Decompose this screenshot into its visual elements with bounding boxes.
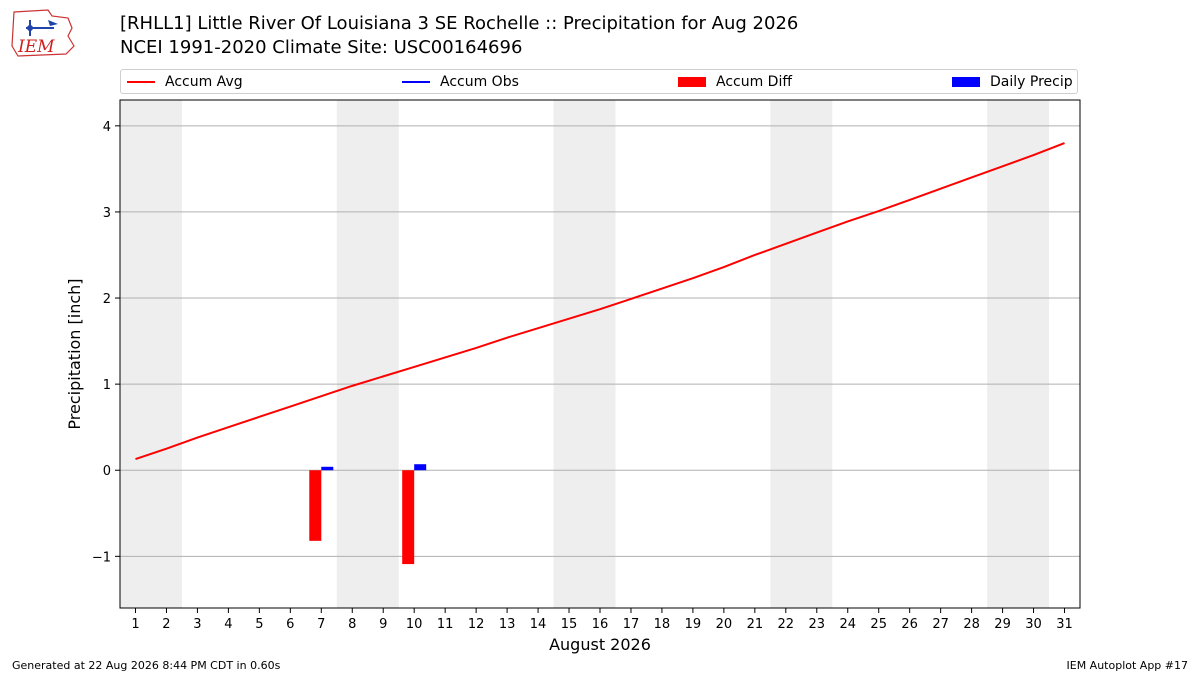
logo-text: IEM (17, 37, 55, 57)
x-axis-label: August 2026 (549, 635, 651, 654)
xtick-label-9: 9 (379, 617, 387, 632)
xtick-label-25: 25 (870, 617, 887, 632)
ytick-label-0: −1 (92, 550, 111, 565)
iem-logo: IEM (11, 9, 75, 57)
weekend-band-4 (987, 100, 1050, 608)
xtick-label-8: 8 (348, 617, 356, 632)
xtick-label-3: 3 (193, 617, 201, 632)
bar-daily-precip-day-7 (321, 466, 334, 471)
xtick-label-29: 29 (994, 617, 1011, 632)
xtick-label-11: 11 (437, 617, 454, 632)
xtick-label-23: 23 (809, 617, 826, 632)
legend-label-accum-obs: Accum Obs (440, 74, 519, 90)
bar-accum-diff-day-10 (402, 470, 415, 565)
bar-accum-diff-day-7 (309, 470, 322, 541)
legend-label-accum-avg: Accum Avg (165, 74, 243, 90)
xtick-label-31: 31 (1056, 617, 1073, 632)
weekend-band-0 (120, 100, 182, 608)
xtick-label-21: 21 (747, 617, 764, 632)
chart-subtitle: NCEI 1991-2020 Climate Site: USC00164696 (120, 37, 523, 58)
legend-item-accum-avg: Accum Avg (127, 73, 243, 91)
weekend-band-1 (336, 100, 399, 608)
xtick-label-20: 20 (716, 617, 733, 632)
xtick-label-27: 27 (932, 617, 949, 632)
xtick-label-5: 5 (255, 617, 263, 632)
xtick-label-26: 26 (901, 617, 918, 632)
xtick-label-13: 13 (499, 617, 516, 632)
legend-label-accum-diff: Accum Diff (716, 74, 793, 90)
legend-swatch-accum-avg (127, 81, 155, 83)
chart-legend: Accum Avg Accum Obs Accum Diff Daily Pre… (120, 69, 1078, 94)
chart-title: [RHLL1] Little River Of Louisiana 3 SE R… (120, 13, 799, 34)
xtick-label-12: 12 (468, 617, 485, 632)
ytick-label-3: 2 (103, 292, 111, 307)
xtick-label-28: 28 (963, 617, 980, 632)
legend-item-daily-precip: Daily Precip (952, 73, 1073, 91)
xtick-label-22: 22 (778, 617, 795, 632)
xtick-label-24: 24 (839, 617, 856, 632)
ytick-label-5: 4 (103, 120, 111, 135)
xtick-label-14: 14 (530, 617, 547, 632)
xtick-label-2: 2 (162, 617, 170, 632)
y-axis-label: Precipitation [inch] (65, 278, 84, 429)
xtick-label-19: 19 (685, 617, 702, 632)
xtick-label-16: 16 (592, 617, 609, 632)
footer-app: IEM Autoplot App #17 (1066, 659, 1189, 672)
ytick-label-4: 3 (103, 206, 111, 221)
xtick-label-10: 10 (406, 617, 423, 632)
xtick-label-15: 15 (561, 617, 578, 632)
bar-daily-precip-day-10 (414, 464, 427, 471)
legend-label-daily-precip: Daily Precip (990, 74, 1073, 90)
ytick-label-1: 0 (103, 464, 111, 479)
xtick-label-4: 4 (224, 617, 232, 632)
legend-item-accum-obs: Accum Obs (402, 73, 519, 91)
xtick-label-6: 6 (286, 617, 294, 632)
xtick-label-18: 18 (654, 617, 671, 632)
xtick-label-30: 30 (1025, 617, 1042, 632)
plot-frame (119, 99, 1081, 609)
legend-swatch-accum-obs (402, 81, 430, 83)
legend-swatch-accum-diff (678, 77, 706, 87)
weekend-band-2 (553, 100, 616, 608)
legend-swatch-daily-precip (952, 77, 980, 87)
xtick-label-1: 1 (131, 617, 139, 632)
xtick-label-17: 17 (623, 617, 640, 632)
xtick-label-7: 7 (317, 617, 325, 632)
ytick-label-2: 1 (103, 378, 111, 393)
legend-item-accum-diff: Accum Diff (678, 73, 792, 91)
footer-generated: Generated at 22 Aug 2026 8:44 PM CDT in … (12, 659, 281, 672)
iowa-outline-icon (11, 9, 75, 57)
weekend-band-3 (770, 100, 833, 608)
series-line-accum-avg (135, 142, 1065, 460)
